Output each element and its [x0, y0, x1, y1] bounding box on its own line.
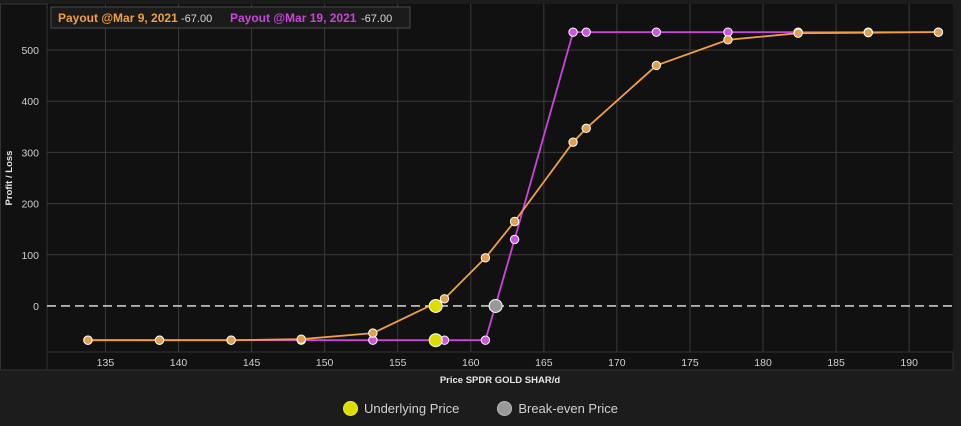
series-legend-value-0: -67.00	[181, 13, 212, 25]
data-point[interactable]	[581, 123, 591, 134]
y-tick-label: 100	[21, 250, 39, 262]
x-tick-label: 165	[535, 357, 553, 369]
chart-svg: 135 140 145 150 155 160 165 170 175 180 185 190 0 100…	[0, 3, 954, 386]
data-point[interactable]	[480, 335, 491, 345]
data-point[interactable]	[568, 137, 578, 147]
data-point[interactable]	[933, 27, 944, 37]
x-tick-label: 190	[900, 357, 918, 369]
y-axis-panel	[0, 3, 48, 371]
y-tick-label: 200	[21, 199, 39, 211]
data-point[interactable]	[154, 335, 165, 345]
x-axis-panel	[46, 351, 954, 371]
y-tick-label: 0	[33, 301, 39, 313]
legend-label-underlying: Underlying Price	[363, 400, 460, 416]
y-tick-label: 500	[21, 45, 39, 57]
underlying-price-icon	[342, 400, 358, 416]
data-point[interactable]	[226, 335, 236, 345]
data-point[interactable]	[296, 334, 306, 344]
y-axis-title: Profit / Loss	[4, 151, 15, 206]
legend-item-underlying[interactable]: Underlying Price	[342, 400, 460, 416]
series-legend-box	[50, 6, 411, 29]
data-point[interactable]	[863, 27, 873, 38]
series-legend-name-1[interactable]: Payout @Mar 19, 2021	[230, 11, 357, 25]
data-point[interactable]	[651, 27, 662, 37]
data-point[interactable]	[368, 328, 378, 338]
data-point[interactable]	[509, 234, 520, 245]
data-point[interactable]	[581, 27, 591, 37]
series-legend-value-1: -67.00	[361, 13, 392, 25]
x-tick-label: 160	[462, 357, 480, 369]
data-point[interactable]	[439, 294, 450, 304]
data-point[interactable]	[83, 335, 93, 345]
x-tick-label: 155	[389, 357, 407, 369]
data-point[interactable]	[723, 35, 733, 45]
data-point[interactable]	[723, 27, 733, 37]
legend-item-breakeven[interactable]: Break-even Price	[497, 400, 619, 416]
x-tick-label: 170	[608, 357, 626, 369]
series-legend: Payout @Mar 9, 2021 -67.00 Payout @Mar 19,…	[50, 6, 411, 29]
plot-area	[47, 4, 953, 352]
data-point[interactable]	[568, 27, 578, 37]
underlying-price-marker[interactable]	[428, 298, 443, 313]
x-tick-label: 145	[243, 357, 261, 369]
grid-lines	[47, 4, 953, 352]
breakeven-price-icon	[497, 400, 513, 416]
data-point[interactable]	[509, 216, 520, 227]
series-legend-name-0[interactable]: Payout @Mar 9, 2021	[58, 11, 178, 25]
legend-label-breakeven: Break-even Price	[518, 400, 619, 416]
x-tick-label: 185	[827, 357, 845, 369]
x-tick-label: 135	[97, 357, 115, 369]
y-tick-label: 400	[21, 96, 39, 108]
x-tick-label: 180	[754, 357, 772, 369]
data-point[interactable]	[793, 28, 803, 38]
x-tick-label: 175	[681, 357, 699, 369]
x-tick-label: 140	[170, 357, 188, 369]
x-tick-label: 150	[316, 357, 334, 369]
x-axis-title: Price SPDR GOLD SHAR/d	[440, 375, 561, 386]
data-point[interactable]	[651, 60, 662, 71]
y-tick-label: 300	[21, 147, 39, 159]
underlying-price-marker[interactable]	[428, 333, 443, 348]
data-point[interactable]	[480, 253, 491, 263]
breakeven-price-marker[interactable]	[488, 298, 503, 313]
chart-legend: Underlying Price Break-even Price	[0, 390, 961, 426]
